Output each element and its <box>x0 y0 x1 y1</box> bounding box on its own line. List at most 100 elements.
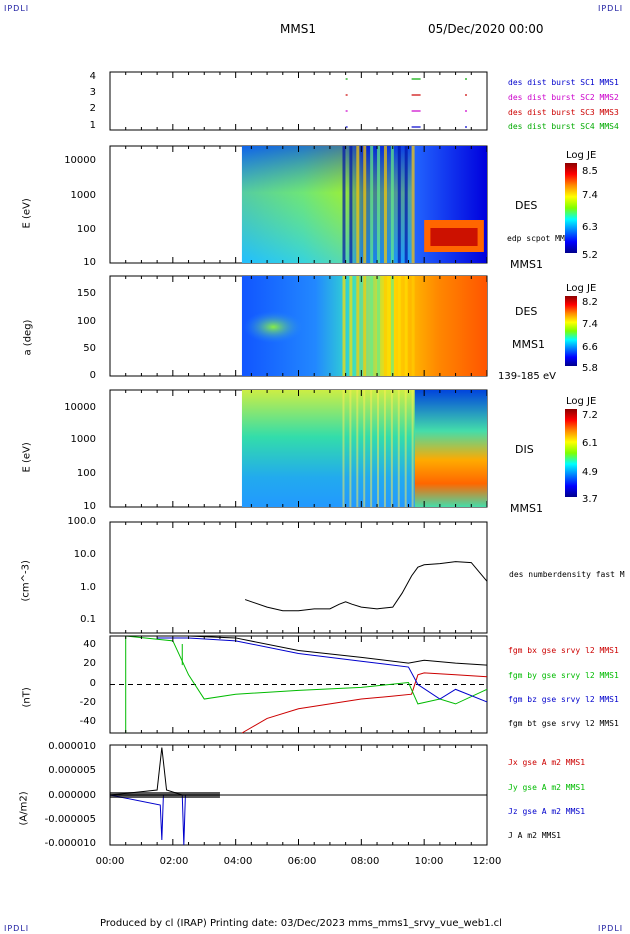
panel-frame <box>109 521 488 634</box>
p3-ytick: 0 <box>89 370 96 381</box>
p2-ylabel: E (eV) <box>21 198 33 229</box>
p3-cbar-tick: 6.6 <box>582 342 598 353</box>
p7-ytick: -0.000010 <box>44 838 96 849</box>
p6-legend-bx: fgm bx gse srvy l2 MMS1 <box>508 646 619 655</box>
heatmap-streak <box>349 390 352 507</box>
heatmap-streak <box>377 146 381 263</box>
heatmap-streak <box>390 146 394 263</box>
heatmap-streak <box>411 276 415 376</box>
heatmap-streak <box>383 146 387 263</box>
b-field-line <box>157 637 488 703</box>
spacecraft-title: MMS1 <box>280 22 316 36</box>
p4-sc: MMS1 <box>510 502 543 515</box>
p2-sc: MMS1 <box>510 258 543 271</box>
corner-logo-br: IPDLI <box>598 924 624 933</box>
p1-legend-sc2: des dist burst SC2 MMS2 <box>508 93 619 102</box>
p3-ylabel: a (deg) <box>22 319 34 356</box>
heatmap-streak <box>370 146 374 263</box>
p6-legend-by: fgm by gse srvy l2 MMS1 <box>508 671 619 680</box>
current-line <box>109 794 487 846</box>
heatmap-streak <box>404 146 408 263</box>
heatmap-streak <box>411 390 414 507</box>
heatmap-streak <box>383 276 387 376</box>
datetime-title: 05/Dec/2020 00:00 <box>428 22 544 36</box>
p6-ytick: 40 <box>83 639 96 650</box>
p3-energy-range: 139-185 eV <box>498 371 556 382</box>
x-tick: 00:00 <box>95 856 125 867</box>
p5-ytick: 0.1 <box>80 614 96 625</box>
corner-logo-bl: IPDLI <box>4 924 30 933</box>
p3-cbar-tick: 5.8 <box>582 363 598 374</box>
heatmap-streak <box>363 146 367 263</box>
heatmap-overlay <box>241 146 412 263</box>
p5-ylabel: (cm^-3) <box>20 560 32 602</box>
p7-legend-jz: Jz gse A m2 MMS1 <box>508 807 586 816</box>
x-tick: 10:00 <box>414 856 444 867</box>
p2-cbar-title: Log JE <box>566 150 597 161</box>
heatmap-streak <box>342 276 346 376</box>
heatmap-streak <box>356 146 360 263</box>
p4-colorbar <box>565 409 577 497</box>
heatmap-streak <box>349 146 353 263</box>
p6-ytick: 20 <box>83 658 96 669</box>
p7-legend-jx: Jx gse A m2 MMS1 <box>508 758 586 767</box>
x-tick: 08:00 <box>350 856 380 867</box>
p1-ytick: 2 <box>89 103 96 114</box>
p4-ylabel: E (eV) <box>21 442 33 473</box>
p3-ytick: 50 <box>83 343 96 354</box>
p2-colorbar <box>565 163 577 253</box>
x-tick: 02:00 <box>159 856 189 867</box>
heatmap-streak <box>377 276 381 376</box>
p3-cbar-tick: 8.2 <box>582 297 598 308</box>
heatmap-streak <box>383 390 386 507</box>
p1-legend-sc3: des dist burst SC3 MMS3 <box>508 108 619 117</box>
p1-ytick: 4 <box>89 71 96 82</box>
heatmap-streak <box>370 276 374 376</box>
heatmap-streak <box>363 276 367 376</box>
b-field-line <box>125 635 488 666</box>
p6-ytick: -40 <box>79 716 96 727</box>
p4-cbar-tick: 4.9 <box>582 467 598 478</box>
b-field-line <box>125 635 488 705</box>
p3-ytick: 150 <box>76 288 96 299</box>
p3-colorbar <box>565 296 577 366</box>
p7-ytick: -0.000005 <box>44 814 96 825</box>
p3-sc: MMS1 <box>512 338 545 351</box>
p4-cbar-tick: 7.2 <box>582 410 598 421</box>
b-field-line <box>241 672 488 734</box>
p7-ytick: 0.000010 <box>48 741 96 752</box>
heatmap-streak <box>356 390 359 507</box>
p2-species: DES <box>515 199 538 212</box>
panel-frame <box>109 71 488 131</box>
p6-ytick: 0 <box>89 678 96 689</box>
heatmap-streak <box>377 390 380 507</box>
heatmap-streak <box>370 390 373 507</box>
heatmap-blob <box>243 311 304 343</box>
heatmap-streak <box>349 276 353 376</box>
p6-ylabel: (nT) <box>21 687 33 708</box>
heatmap-streak <box>411 146 415 263</box>
p3-species: DES <box>515 305 538 318</box>
heatmap-streak <box>342 390 345 507</box>
p1-legend-sc4: des dist burst SC4 MMS4 <box>508 122 619 131</box>
heatmap-streak <box>356 276 360 376</box>
x-tick: 12:00 <box>472 856 502 867</box>
p3-cbar-title: Log JE <box>566 283 597 294</box>
p2-scpot-label: edp scpot MMS1 <box>507 234 575 243</box>
heatmap-ion-region <box>414 390 487 507</box>
p2-cbar-tick: 5.2 <box>582 250 598 261</box>
p4-cbar-title: Log JE <box>566 396 597 407</box>
p2-ytick: 1000 <box>70 190 96 201</box>
p3-ytick: 100 <box>76 316 96 327</box>
corner-logo-tl: IPDLI <box>4 4 30 13</box>
heatmap-streak <box>404 390 407 507</box>
heatmap-streak <box>397 276 401 376</box>
density-line <box>244 561 488 612</box>
p6-legend-bz: fgm bz gse srvy l2 MMS1 <box>508 695 619 704</box>
heatmap-streak <box>397 146 401 263</box>
p4-ytick: 10 <box>83 501 96 512</box>
p6-legend-bt: fgm bt gse srvy l2 MMS1 <box>508 719 619 728</box>
heatmap-streak <box>342 146 346 263</box>
heatmap-hot-core <box>430 228 478 246</box>
heatmap-streak <box>390 276 394 376</box>
